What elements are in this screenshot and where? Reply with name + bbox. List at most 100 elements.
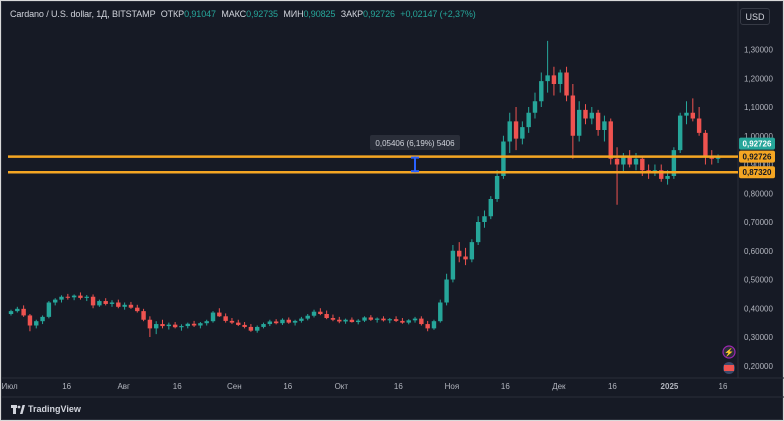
candle-body (633, 158, 639, 165)
candle-body (273, 321, 279, 324)
x-tick-label: 2025 (661, 382, 679, 391)
symbol-title[interactable]: Cardano / U.S. dollar, 1Д, BITSTAMP (10, 9, 156, 19)
candle-body (65, 296, 71, 298)
x-tick-label: Июл (2, 382, 18, 391)
candles-group (8, 40, 721, 337)
candle-body (229, 320, 235, 323)
low-value: 0,90825 (303, 9, 336, 19)
candle-body (299, 318, 304, 321)
candle-body (109, 302, 115, 304)
candle-body (343, 319, 348, 322)
y-tick-label: 0,30000 (744, 333, 773, 342)
candle-body (400, 320, 405, 323)
candle-body (179, 326, 184, 328)
candle-body (564, 72, 569, 96)
x-tick-label: 16 (719, 382, 728, 391)
x-tick-label: 16 (283, 382, 292, 391)
y-tick-label: 1,30000 (744, 46, 773, 55)
candle-body (444, 279, 449, 303)
candle-body (583, 109, 588, 119)
candle-body (185, 323, 190, 327)
candle-body (551, 75, 557, 84)
y-tick-label: 0,50000 (744, 276, 773, 285)
candle-body (267, 321, 273, 325)
y-tick-label: 0,80000 (744, 189, 773, 198)
lightning-icon (722, 345, 736, 359)
candle-body (532, 101, 538, 113)
close-value: 0,92726 (363, 9, 395, 19)
price-tag-box (739, 137, 775, 150)
candle-body (116, 302, 121, 307)
candle-body (324, 314, 329, 319)
candle-body (671, 150, 677, 176)
candle-body (286, 319, 291, 323)
candle-body (665, 176, 670, 179)
candle-body (520, 127, 525, 139)
candle-body (217, 312, 222, 317)
candle-body (677, 115, 683, 151)
x-tick-label: 16 (394, 382, 403, 391)
x-tick-label: Окт (335, 382, 349, 391)
candle-body (438, 302, 443, 322)
candle-body (330, 318, 336, 320)
candle-body (381, 318, 386, 321)
candle-body (475, 222, 481, 243)
candle-body (147, 319, 153, 329)
candle-body (602, 121, 607, 130)
candle-body (507, 121, 512, 142)
price-tag-label: 0,87320 (743, 168, 772, 177)
measure-label-box (370, 135, 460, 150)
open-label: ОТКР (160, 9, 185, 19)
candle-body (463, 256, 468, 260)
y-tick-label: 0,60000 (744, 247, 773, 256)
candle-body (570, 95, 576, 136)
candle-body (659, 170, 664, 179)
lightning-glyph: ⚡ (724, 347, 734, 357)
candle-body (539, 81, 544, 102)
price-tag-label: 0,92726 (743, 153, 772, 162)
change-value: +0,02147 (+2,37%) (400, 9, 476, 19)
open-value: 0,91047 (184, 9, 216, 19)
candle-body (614, 158, 620, 165)
x-tick-label: Ноя (445, 382, 460, 391)
candle-body (627, 155, 632, 165)
candle-body (135, 307, 140, 312)
candle-body (254, 326, 260, 331)
candle-body (374, 318, 380, 320)
candle-body (160, 324, 165, 327)
y-tick-label: 1,10000 (744, 103, 773, 112)
candle-body (84, 296, 89, 298)
candle-body (501, 141, 506, 176)
candle-body (21, 308, 26, 316)
candle-body (15, 308, 20, 312)
x-tick-label: Авг (117, 382, 130, 391)
y-tick-label: 1,20000 (744, 74, 773, 83)
x-tick-label: 16 (173, 382, 182, 391)
x-tick-label: Дек (552, 382, 566, 391)
candle-body (8, 311, 14, 314)
candle-body (236, 322, 241, 325)
measure-label: 0,05406 (6,19%) 5406 (375, 139, 455, 148)
currency-button[interactable]: USD (740, 8, 770, 25)
low-label: МИН (283, 9, 304, 19)
candle-body (97, 301, 102, 306)
candle-body (292, 320, 298, 323)
candle-body (595, 112, 601, 130)
x-tick-label: Сен (227, 382, 242, 391)
candle-body (545, 75, 550, 82)
candle-body (248, 326, 254, 331)
candle-body (690, 112, 696, 119)
candle-body (311, 311, 317, 316)
candle-body (576, 109, 582, 136)
x-tick-label: 16 (608, 382, 617, 391)
candle-body (469, 242, 475, 260)
candle-body (27, 315, 33, 326)
candle-body (621, 155, 626, 165)
price-tag-label: 0,92726 (743, 140, 772, 149)
tradingview-logo[interactable]: TradingView (11, 404, 81, 414)
candle-body (589, 112, 595, 119)
candle-body (488, 199, 494, 217)
candle-body (696, 118, 702, 133)
x-tick-label: 16 (501, 382, 510, 391)
